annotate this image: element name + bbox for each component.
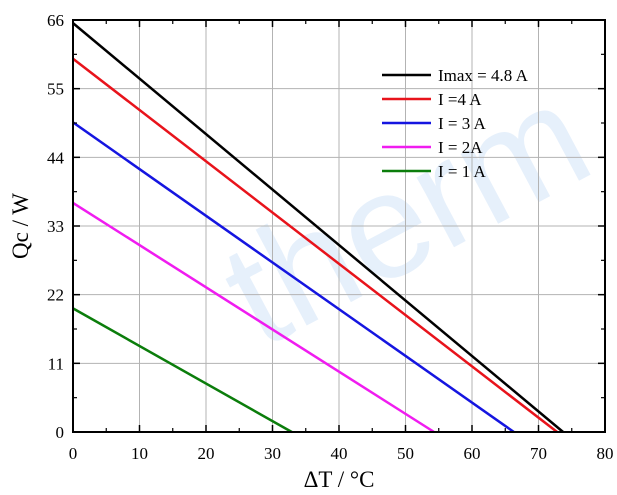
x-tick-label: 40	[331, 444, 348, 463]
series-line-2	[72, 121, 515, 434]
x-tick-label: 80	[597, 444, 614, 463]
x-tick-label: 10	[131, 444, 148, 463]
series-line-4	[72, 307, 293, 434]
y-tick-label: 66	[47, 11, 64, 30]
legend: Imax = 4.8 A I =4 A I = 3 A I = 2A I = 1 A	[382, 66, 529, 181]
y-tick-label: 11	[48, 354, 64, 373]
series-lines	[72, 22, 564, 434]
series-line-3	[72, 201, 435, 434]
x-tick-label: 60	[464, 444, 481, 463]
grid	[73, 20, 605, 432]
legend-label-0: Imax = 4.8 A	[438, 66, 529, 85]
x-axis-label: ΔT / °C	[304, 467, 375, 492]
x-tick-label: 30	[264, 444, 281, 463]
legend-label-2: I = 3 A	[438, 114, 487, 133]
y-tick-label: 22	[47, 286, 64, 305]
y-tick-label: 44	[47, 148, 65, 167]
x-tick-label: 0	[69, 444, 78, 463]
legend-label-1: I =4 A	[438, 90, 482, 109]
legend-label-3: I = 2A	[438, 138, 483, 157]
x-tick-label: 20	[198, 444, 215, 463]
x-tick-labels: 0 10 20 30 40 50 60 70 80	[69, 444, 614, 463]
legend-label-4: I = 1 A	[438, 162, 487, 181]
y-axis-label: Qc / W	[8, 193, 33, 259]
series-line-1	[72, 57, 558, 433]
axis-ticks	[72, 19, 606, 433]
y-tick-label: 0	[56, 423, 65, 442]
x-tick-label: 50	[397, 444, 414, 463]
series-line-0	[72, 22, 564, 433]
y-tick-labels: 0 11 22 33 44 55 66	[47, 11, 65, 442]
x-tick-label: 70	[530, 444, 547, 463]
y-tick-label: 33	[47, 217, 64, 236]
y-tick-label: 55	[47, 80, 64, 99]
